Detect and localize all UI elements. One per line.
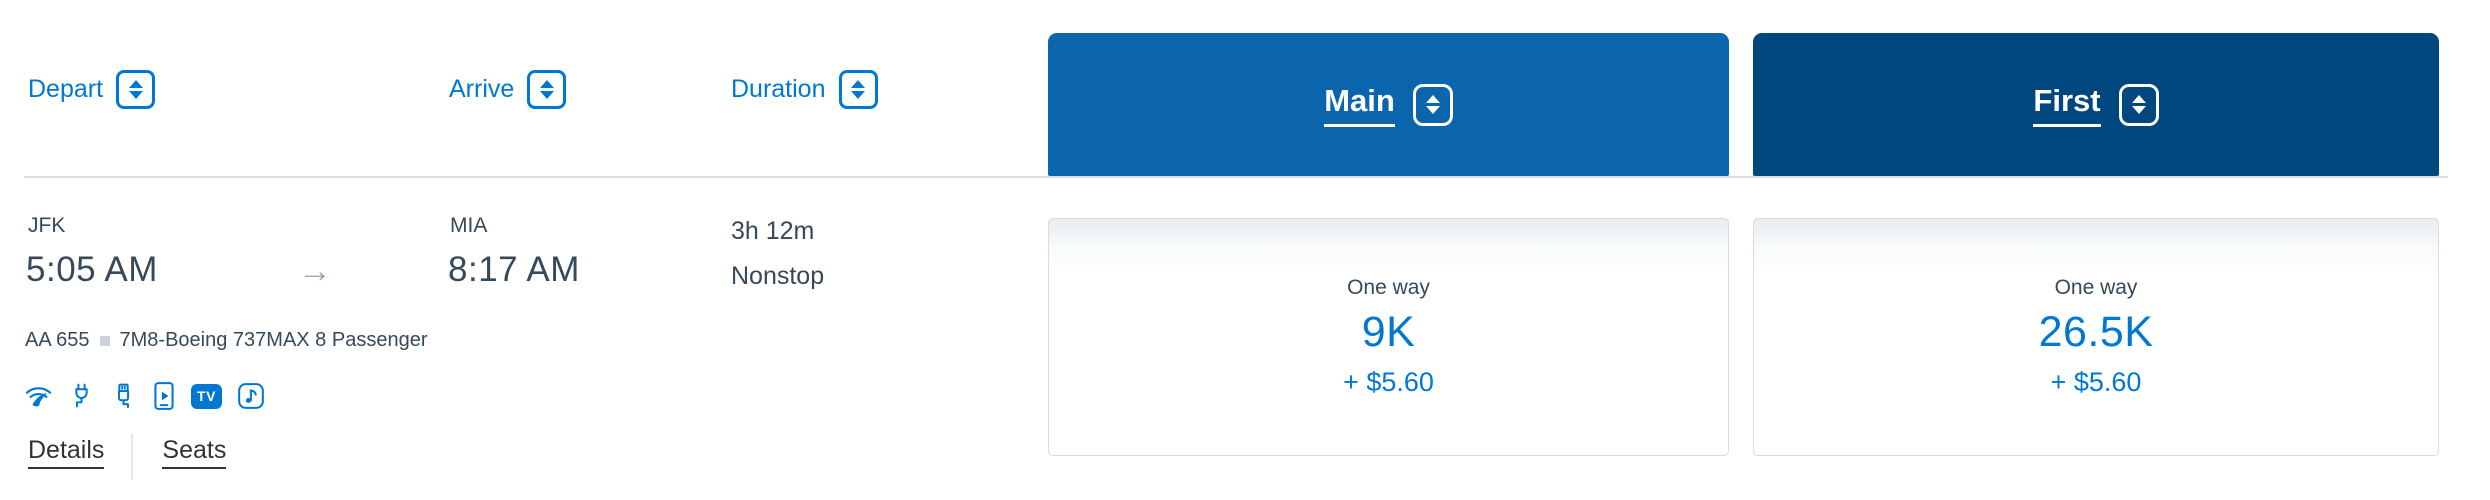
sort-down-icon <box>128 91 143 99</box>
links-divider <box>131 434 134 480</box>
destination-airport-code: MIA <box>450 214 488 237</box>
fare-card-main[interactable]: One way 9K + $5.60 <box>1048 218 1729 456</box>
depart-column-header: Depart <box>28 70 156 109</box>
sort-up-icon <box>1425 95 1440 103</box>
flight-links-row: Details Seats <box>28 434 227 480</box>
first-tab-label[interactable]: First <box>2033 83 2101 127</box>
duration-sort-button[interactable] <box>838 70 878 109</box>
trip-type-label: One way <box>2054 276 2138 299</box>
trip-type-label: One way <box>1347 276 1430 299</box>
departure-time: 5:05 AM <box>26 250 158 289</box>
amenity-icons-row: TV <box>24 381 265 411</box>
sort-down-icon <box>851 91 865 99</box>
sort-up-icon <box>2131 95 2146 103</box>
depart-column-label: Depart <box>28 75 104 103</box>
flight-arrow-icon: → <box>298 252 332 290</box>
live-tv-icon: TV <box>191 383 222 409</box>
arrival-time: 8:17 AM <box>448 250 580 289</box>
flight-info-row: AA 655 7M8-Boeing 737MAX 8 Passenger <box>25 329 427 352</box>
usb-icon <box>110 382 137 411</box>
sort-down-icon <box>1425 106 1440 114</box>
arrive-column-header: Arrive <box>449 70 567 109</box>
arrive-sort-button[interactable] <box>527 70 567 109</box>
origin-airport-code: JFK <box>28 214 66 237</box>
header-divider <box>24 176 2448 178</box>
flight-number: AA 655 <box>25 329 90 351</box>
duration-column-header: Duration <box>731 70 878 109</box>
power-icon <box>68 382 95 411</box>
tab-main-cabin[interactable]: Main <box>1048 33 1729 176</box>
flight-stops: Nonstop <box>731 262 825 290</box>
arrive-column-label: Arrive <box>449 75 515 103</box>
sort-up-icon <box>539 80 554 88</box>
main-tab-label[interactable]: Main <box>1324 83 1395 127</box>
details-link[interactable]: Details <box>28 436 105 469</box>
sort-down-icon <box>539 91 554 99</box>
seats-link[interactable]: Seats <box>162 436 227 469</box>
tab-first-cabin[interactable]: First <box>1753 33 2439 176</box>
duration-column-label: Duration <box>731 75 826 103</box>
fare-taxes: + $5.60 <box>1343 367 1434 397</box>
depart-sort-button[interactable] <box>116 70 156 109</box>
first-sort-button[interactable] <box>2118 83 2159 126</box>
wifi-icon <box>24 382 53 411</box>
fare-card-first[interactable]: One way 26.5K + $5.60 <box>1753 218 2439 456</box>
flight-duration: 3h 12m <box>731 217 815 245</box>
main-sort-button[interactable] <box>1412 83 1453 126</box>
fare-taxes: + $5.60 <box>2050 367 2142 397</box>
entertainment-icon <box>152 381 176 411</box>
sort-up-icon <box>128 80 143 88</box>
sort-down-icon <box>2131 106 2146 114</box>
fare-miles: 9K <box>1361 308 1416 356</box>
separator-square <box>99 335 110 346</box>
music-icon <box>237 382 265 410</box>
aircraft-type: 7M8-Boeing 737MAX 8 Passenger <box>119 329 428 351</box>
sort-up-icon <box>851 80 865 88</box>
fare-miles: 26.5K <box>2038 308 2154 356</box>
